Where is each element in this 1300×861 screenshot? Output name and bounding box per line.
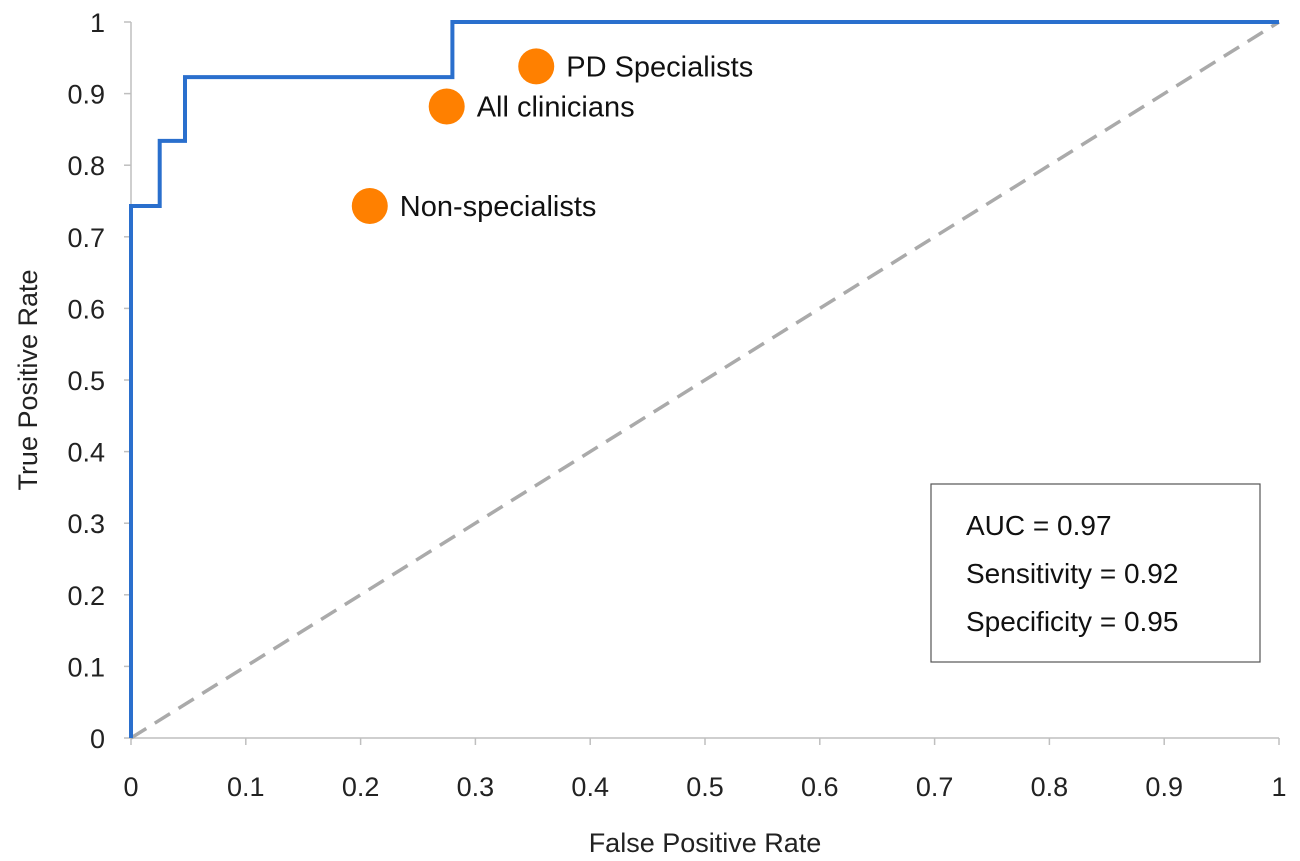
y-tick-label: 0.3	[67, 509, 105, 539]
metric-auc: AUC = 0.97	[966, 510, 1112, 541]
y-tick-label: 1	[90, 8, 105, 38]
y-tick-labels: 0 0.1 0.2 0.3 0.4 0.5 0.6 0.7 0.8 0.9 1	[67, 8, 131, 754]
y-tick-label: 0.4	[67, 438, 105, 468]
x-tick-label: 0.3	[457, 772, 495, 802]
metric-specificity: Specificity = 0.95	[966, 606, 1178, 637]
x-tick-label: 0.1	[227, 772, 265, 802]
chance-diagonal-line	[130, 20, 1280, 740]
metrics-box-border	[930, 483, 1261, 663]
x-tick-label: 0.2	[342, 772, 380, 802]
metric-sensitivity: Sensitivity = 0.92	[966, 558, 1178, 589]
y-axis-title: True Positive Rate	[13, 269, 43, 490]
y-tick-label: 0.8	[67, 151, 105, 181]
roc-curve-line	[129, 20, 1279, 738]
x-tick-label: 0.6	[801, 772, 839, 802]
x-tick-label: 0.7	[916, 772, 954, 802]
clinician-point	[518, 48, 555, 85]
x-tick-label: 0	[123, 772, 138, 802]
y-tick-label: 0.2	[67, 581, 105, 611]
clinician-point-label: All clinicians	[477, 91, 635, 123]
x-tick-label: 0.5	[686, 772, 724, 802]
y-tick-label: 0.5	[67, 366, 105, 396]
x-tick-label: 0.9	[1145, 772, 1183, 802]
y-tick-label: 0.7	[67, 223, 105, 253]
clinician-points: PD Specialists All clinicians Non-speciali…	[351, 48, 753, 225]
x-tick-label: 1	[1271, 772, 1286, 802]
y-tick-label: 0.9	[67, 80, 105, 110]
metrics-box: AUC = 0.97 Sensitivity = 0.92 Specificit…	[930, 483, 1261, 663]
x-tick-label: 0.8	[1031, 772, 1069, 802]
clinician-point	[351, 188, 388, 225]
clinician-point	[428, 88, 465, 125]
x-axis-title: False Positive Rate	[589, 828, 822, 858]
x-tick-label: 0.4	[571, 772, 609, 802]
y-tick-label: 0.1	[67, 652, 105, 682]
x-tick-labels: 0 0.1 0.2 0.3 0.4 0.5 0.6 0.7 0.8 0.9 1	[123, 738, 1287, 802]
y-tick-label: 0.6	[67, 294, 105, 324]
y-tick-label: 0	[90, 724, 105, 754]
clinician-point-label: Non-specialists	[400, 191, 597, 223]
clinician-point-label: PD Specialists	[566, 51, 753, 83]
